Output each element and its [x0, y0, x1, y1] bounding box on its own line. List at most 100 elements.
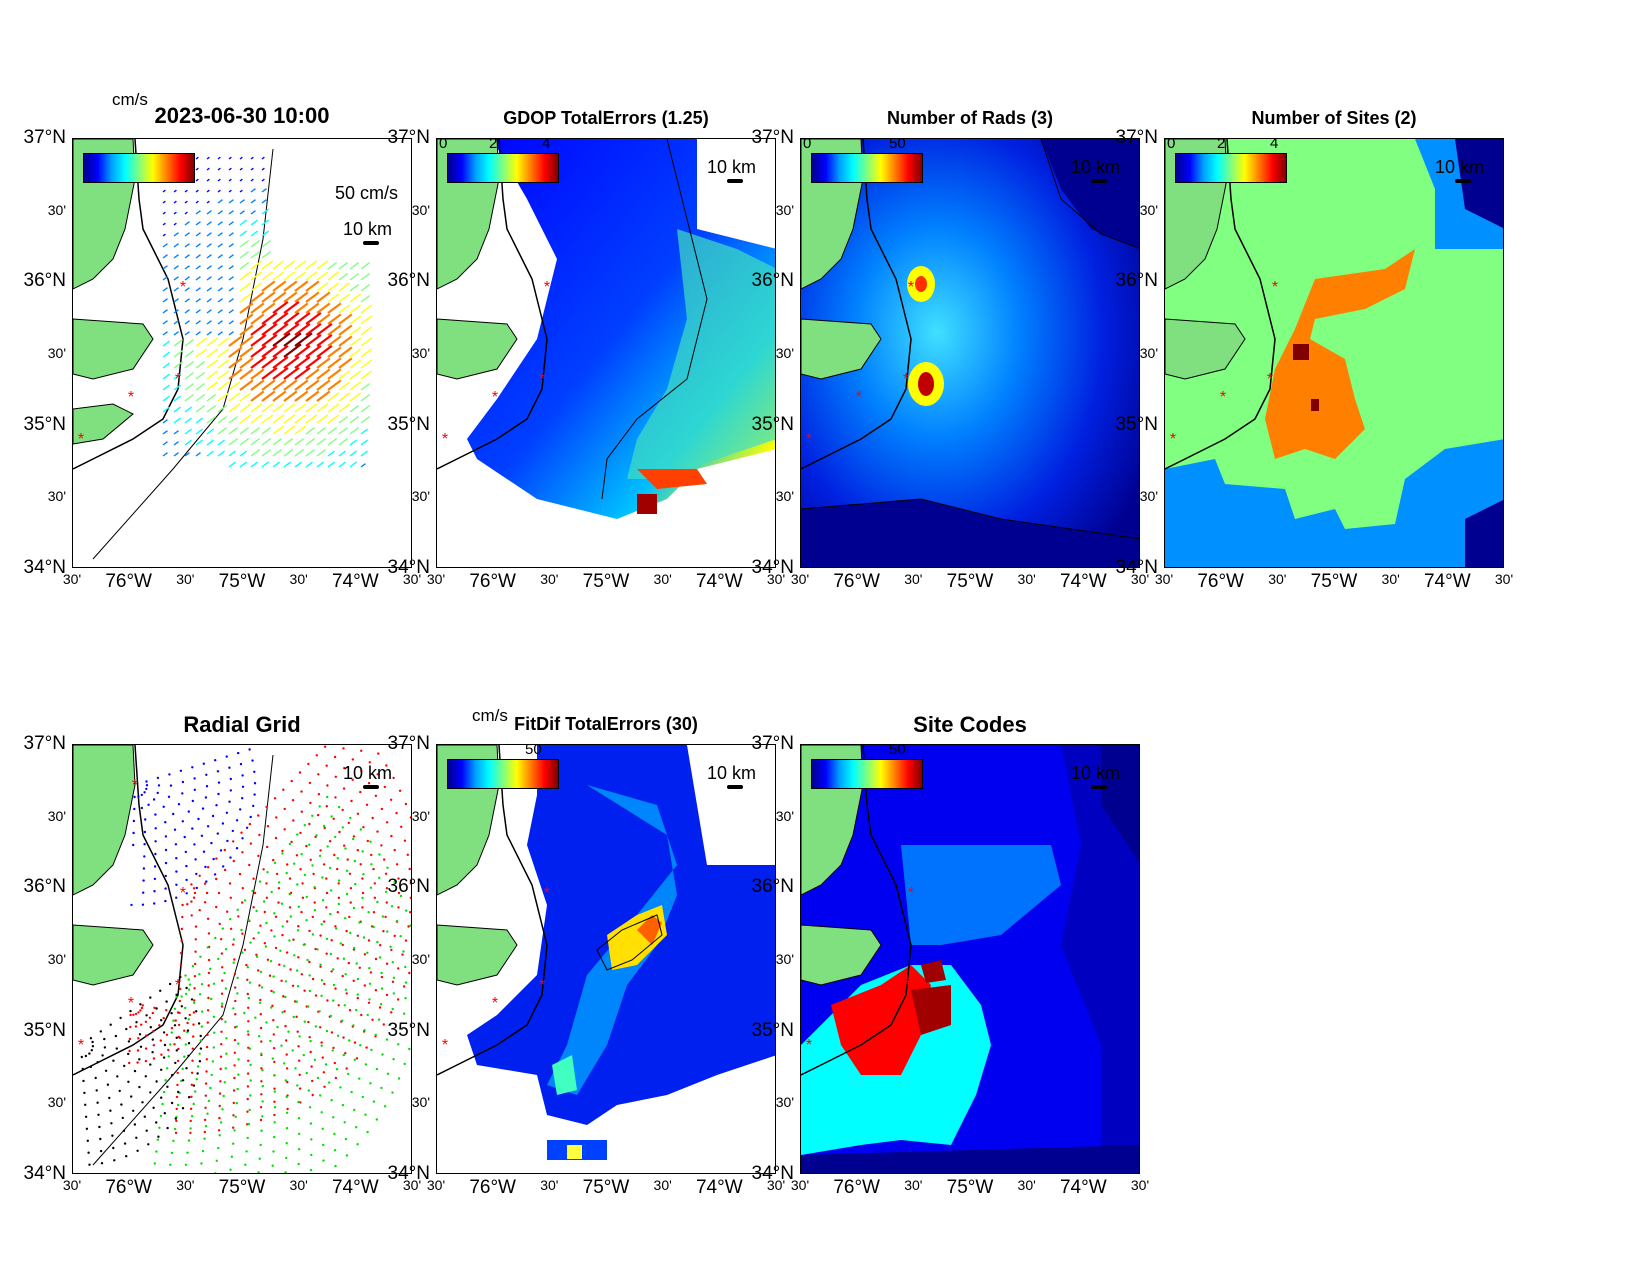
- radial-grid-point: [164, 899, 167, 903]
- radial-grid-point: [293, 954, 296, 957]
- radial-grid-point: [266, 825, 270, 828]
- radial-grid-point: [313, 901, 316, 904]
- current-vector: [206, 210, 212, 215]
- radial-grid-point: [181, 1067, 184, 1071]
- radial-grid-point: [359, 863, 362, 866]
- radial-grid-point: [204, 1094, 207, 1097]
- panel-radial-grid: Radial Grid * * * * * 10 km: [72, 712, 412, 1174]
- current-vector: [272, 461, 280, 468]
- radial-grid-point: [160, 1068, 163, 1071]
- radial-grid-point: [153, 902, 156, 905]
- longitude-tick-label: 30': [904, 571, 923, 587]
- current-vector: [173, 265, 179, 270]
- radial-grid-point: [325, 891, 329, 895]
- radial-grid-point: [160, 1096, 163, 1099]
- radial-grid-point: [348, 1039, 351, 1042]
- radial-grid-point: [366, 839, 369, 843]
- radial-grid-point: [247, 1122, 250, 1126]
- radial-grid-point: [265, 896, 269, 899]
- longitude-tick-label: 30': [402, 1177, 422, 1193]
- radial-grid-point: [328, 840, 332, 843]
- radial-grid-point: [137, 1011, 140, 1014]
- current-vector: [239, 357, 254, 369]
- radial-grid-point: [159, 989, 162, 992]
- radial-grid-point: [270, 929, 273, 932]
- radial-grid-point: [341, 943, 344, 947]
- radial-grid-point: [181, 903, 184, 907]
- radial-grid-point: [125, 1027, 128, 1031]
- radar-site-marker: *: [180, 279, 186, 296]
- radial-grid-point: [192, 1035, 195, 1038]
- radial-grid-point: [236, 976, 239, 979]
- current-vector: [294, 448, 305, 457]
- current-vector: [217, 309, 223, 314]
- current-vector: [261, 311, 278, 325]
- current-vector: [349, 337, 362, 347]
- radial-grid-point: [299, 1101, 302, 1104]
- current-vector: [195, 221, 201, 226]
- current-vector: [305, 311, 322, 325]
- radial-grid-point: [233, 1129, 236, 1132]
- colorbar: [811, 153, 923, 183]
- current-vector: [283, 300, 300, 314]
- latitude-tick-label: 36°N: [387, 876, 430, 898]
- current-vector: [184, 406, 192, 413]
- radial-grid-point: [393, 880, 396, 883]
- radial-grid-point: [308, 843, 311, 846]
- current-vector: [294, 260, 307, 270]
- radial-grid-point: [205, 1070, 208, 1073]
- current-vector: [294, 461, 302, 468]
- radial-grid-point: [167, 1055, 170, 1058]
- radial-grid-point: [145, 1034, 148, 1037]
- radial-grid-point: [248, 1108, 251, 1112]
- radial-grid-point: [168, 982, 172, 986]
- radial-grid-point: [261, 1069, 264, 1072]
- radial-grid-point: [177, 803, 181, 806]
- radial-grid-point: [218, 1134, 221, 1137]
- radial-grid-point: [378, 876, 381, 879]
- radial-grid-point: [196, 1065, 200, 1068]
- current-vector: [250, 167, 254, 171]
- scale-label: 10 km: [343, 763, 393, 783]
- current-vector: [228, 426, 239, 435]
- current-vector: [173, 417, 181, 424]
- radial-grid-point: [241, 932, 244, 935]
- radial-grid-point: [383, 858, 386, 861]
- latitude-tick-label: 36°N: [751, 270, 794, 292]
- radial-grid-point: [296, 1084, 299, 1087]
- current-vector: [228, 403, 241, 413]
- latitude-tick-label: 36°N: [751, 876, 794, 898]
- panel-number-of-rads: Number of Rads (3) *****: [800, 108, 1140, 568]
- radial-grid-point: [203, 882, 207, 885]
- current-vector: [327, 293, 340, 303]
- radial-grid-point: [337, 902, 340, 906]
- radial-grid-point: [90, 1049, 93, 1052]
- current-vector: [338, 346, 353, 358]
- current-vector: [173, 331, 179, 336]
- current-vector: [228, 287, 234, 292]
- radar-site-marker: *: [132, 777, 138, 794]
- radial-grid-point: [328, 1081, 331, 1084]
- radial-grid-point: [342, 1053, 345, 1057]
- radial-grid-point: [353, 859, 357, 863]
- current-vector: [294, 379, 309, 391]
- radial-grid-point: [408, 971, 411, 975]
- radial-grid-point: [407, 925, 410, 928]
- radial-grid-point: [173, 828, 177, 831]
- radial-grid-point: [149, 1063, 152, 1066]
- radial-grid-point: [273, 1135, 276, 1139]
- radial-grid-point: [272, 991, 275, 994]
- radial-grid-point: [289, 915, 292, 918]
- radial-grid-point: [308, 974, 311, 977]
- longitude-tick-label: 30': [176, 1177, 195, 1193]
- radial-grid-point: [312, 872, 315, 876]
- radial-grid-point: [203, 1130, 206, 1134]
- current-vector: [217, 276, 223, 281]
- radial-grid-point: [205, 880, 208, 883]
- radial-grid-point: [361, 850, 364, 853]
- radial-grid-point: [299, 868, 302, 871]
- radial-grid-point: [404, 802, 408, 806]
- radial-grid-point: [259, 1106, 263, 1109]
- radial-grid-point: [198, 909, 201, 912]
- scale-label: 10 km: [1071, 763, 1121, 783]
